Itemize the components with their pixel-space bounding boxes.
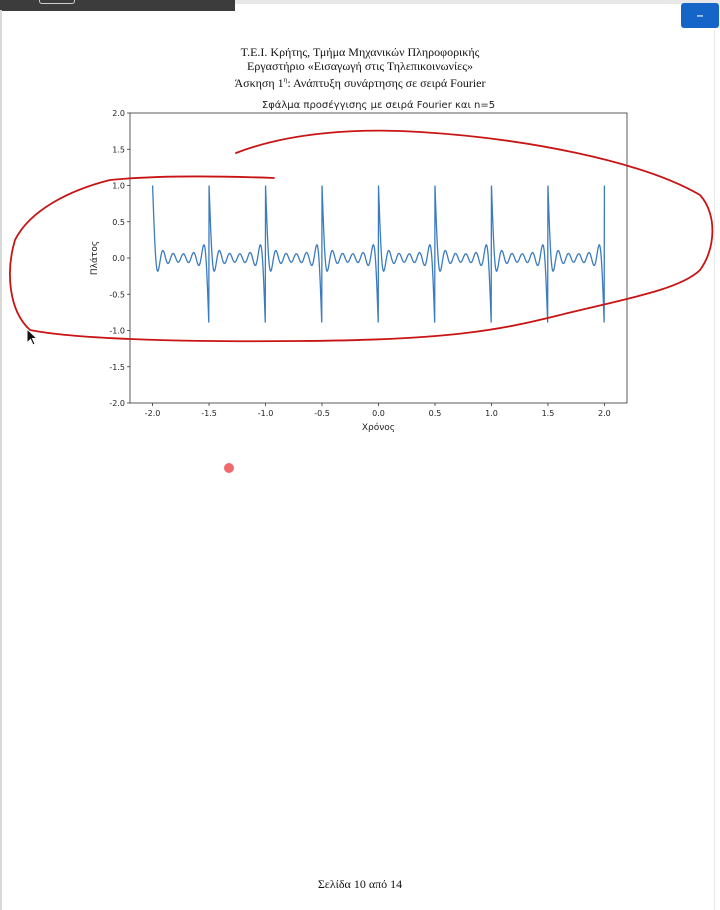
- x-tick-label: 1.0: [485, 409, 498, 418]
- mouse-cursor-icon: [26, 328, 39, 346]
- x-tick-label: 2.0: [598, 409, 611, 418]
- header-line-3-prefix: Άσκηση 1: [234, 76, 284, 90]
- y-axis-label: Πλάτος: [90, 241, 100, 275]
- x-tick-label: 0.0: [372, 409, 385, 418]
- window-tab[interactable]: [39, 0, 75, 4]
- y-tick-label: 1.0: [112, 182, 125, 191]
- laser-pointer-dot: [224, 463, 234, 473]
- chart-title: Σφάλμα προσέγγισης με σειρά Fourier και …: [262, 99, 495, 111]
- y-tick-label: -1.5: [109, 363, 125, 372]
- y-tick-label: 2.0: [112, 109, 125, 118]
- y-tick-label: 0.5: [112, 218, 125, 227]
- header-line-1: Τ.Ε.Ι. Κρήτης, Τμήμα Μηχανικών Πληροφορι…: [240, 45, 480, 59]
- x-tick-label: 1.5: [542, 409, 555, 418]
- x-tick-label: -1.0: [258, 409, 274, 418]
- header-line-3-rest: : Ανάπτυξη συνάρτησης σε σειρά Fourier: [287, 76, 486, 90]
- chart-figure: Σφάλμα προσέγγισης με σειρά Fourier και …: [0, 95, 720, 440]
- minimize-button[interactable]: –: [681, 3, 719, 28]
- page-edge-right: [714, 30, 715, 910]
- x-tick-label: -1.5: [201, 409, 217, 418]
- document-header: Τ.Ε.Ι. Κρήτης, Τμήμα Μηχανικών Πληροφορι…: [0, 45, 720, 90]
- x-tick-label: -0.5: [314, 409, 330, 418]
- y-tick-label: 1.5: [112, 145, 125, 154]
- x-tick-label: 0.5: [429, 409, 442, 418]
- series-line: [151, 185, 606, 323]
- y-tick-label: 0.0: [112, 254, 125, 263]
- x-axis-label: Χρόνος: [362, 422, 395, 433]
- chart-svg: Σφάλμα προσέγγισης με σειρά Fourier και …: [90, 99, 628, 433]
- y-tick-label: -1.0: [109, 327, 125, 336]
- page-edge-left: [0, 10, 2, 910]
- x-tick-label: -2.0: [145, 409, 161, 418]
- page-number: Σελίδα 10 από 14: [317, 877, 403, 891]
- top-bar: [0, 0, 720, 4]
- header-line-3-sup: η: [283, 76, 288, 84]
- y-tick-label: -2.0: [109, 399, 125, 408]
- header-line-3: Άσκηση 1η: Ανάπτυξη συνάρτησης σε σειρά …: [0, 73, 720, 90]
- window-tab-strip: [0, 0, 235, 11]
- header-line-2: Εργαστήριο «Εισαγωγή στις Τηλεπικοινωνίε…: [247, 59, 473, 73]
- y-tick-label: -0.5: [109, 290, 125, 299]
